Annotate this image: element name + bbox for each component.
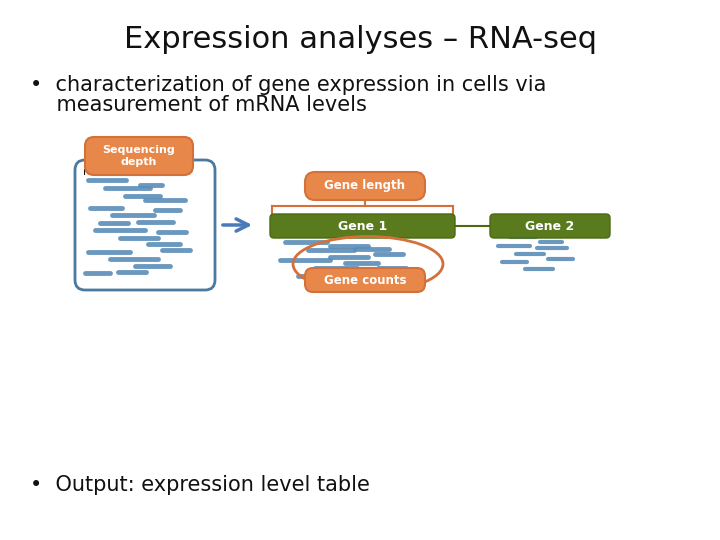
FancyBboxPatch shape (305, 172, 425, 200)
Text: Gene length: Gene length (325, 179, 405, 192)
Text: Gene 1: Gene 1 (338, 219, 387, 233)
FancyBboxPatch shape (305, 268, 425, 292)
Text: •  characterization of gene expression in cells via: • characterization of gene expression in… (30, 75, 546, 95)
Text: reads: reads (83, 167, 114, 177)
FancyBboxPatch shape (490, 214, 610, 238)
Text: •  Output: expression level table: • Output: expression level table (30, 475, 370, 495)
Text: Expression analyses – RNA-seq: Expression analyses – RNA-seq (124, 25, 596, 55)
FancyBboxPatch shape (270, 214, 455, 238)
FancyBboxPatch shape (75, 160, 215, 290)
FancyBboxPatch shape (85, 137, 193, 175)
Text: Sequencing
depth: Sequencing depth (103, 145, 176, 167)
Text: Gene counts: Gene counts (324, 273, 406, 287)
Text: measurement of mRNA levels: measurement of mRNA levels (30, 95, 367, 115)
Text: Gene 2: Gene 2 (526, 219, 575, 233)
